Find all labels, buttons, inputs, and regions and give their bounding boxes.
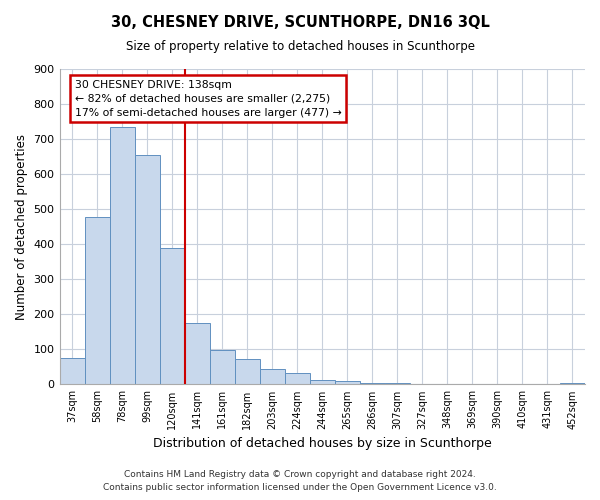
Text: 30, CHESNEY DRIVE, SCUNTHORPE, DN16 3QL: 30, CHESNEY DRIVE, SCUNTHORPE, DN16 3QL (110, 15, 490, 30)
Y-axis label: Number of detached properties: Number of detached properties (15, 134, 28, 320)
X-axis label: Distribution of detached houses by size in Scunthorpe: Distribution of detached houses by size … (153, 437, 491, 450)
Bar (209, 350, 235, 384)
Text: 30 CHESNEY DRIVE: 138sqm
← 82% of detached houses are smaller (2,275)
17% of sem: 30 CHESNEY DRIVE: 138sqm ← 82% of detach… (74, 80, 341, 118)
Bar (310, 380, 335, 384)
Bar (560, 382, 585, 384)
Bar (285, 373, 310, 384)
Text: Size of property relative to detached houses in Scunthorpe: Size of property relative to detached ho… (125, 40, 475, 53)
Bar (59, 358, 85, 384)
Bar (134, 155, 160, 384)
Bar (185, 323, 209, 384)
Bar (110, 127, 134, 384)
Bar (360, 383, 385, 384)
Bar (235, 359, 260, 384)
Bar (85, 217, 110, 384)
Bar (160, 248, 185, 384)
Bar (260, 368, 285, 384)
Bar (335, 381, 360, 384)
Text: Contains HM Land Registry data © Crown copyright and database right 2024.
Contai: Contains HM Land Registry data © Crown c… (103, 470, 497, 492)
